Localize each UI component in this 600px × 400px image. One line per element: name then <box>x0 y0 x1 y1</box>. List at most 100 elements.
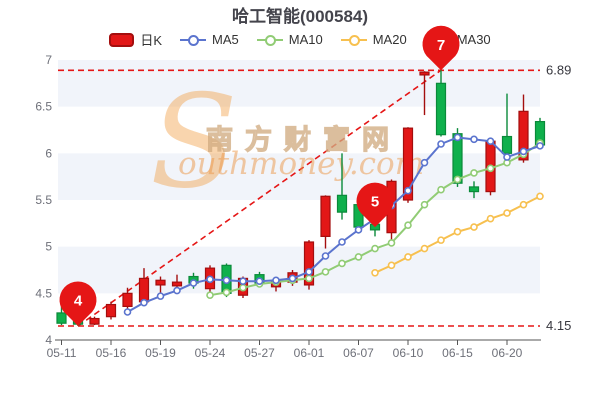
x-tick-label: 06-10 <box>393 346 424 360</box>
ma5-point <box>536 142 544 150</box>
ma10-point <box>453 175 462 184</box>
candle-body <box>122 292 133 308</box>
ma5-point <box>222 276 231 285</box>
ma10-point <box>470 169 478 177</box>
watermark-en-text: outhmoney.com <box>178 146 424 182</box>
ma20-point <box>453 227 462 236</box>
y-tick-label: 4 <box>45 333 52 347</box>
candle[interactable] <box>435 70 447 137</box>
ma20-line <box>371 192 544 277</box>
candle-body <box>468 186 480 193</box>
marker-pin-label: 7 <box>437 37 445 54</box>
ma10-point <box>404 221 412 229</box>
kline-swatch-icon <box>109 32 135 47</box>
marker-pin: 4 <box>59 281 97 326</box>
trend-line <box>77 69 442 327</box>
candle-body <box>402 127 414 201</box>
ma5-point <box>156 292 165 300</box>
watermark-logo: S <box>150 68 238 217</box>
legend-item-label: MA20 <box>372 32 407 47</box>
y-tick-label: 7 <box>45 53 52 67</box>
candle-body <box>435 82 447 136</box>
page-title: 哈工智能(000584) <box>231 7 369 26</box>
ma5-point <box>519 147 528 156</box>
candle[interactable] <box>419 71 430 116</box>
ma5-point <box>486 137 495 145</box>
ma20-point <box>371 268 379 277</box>
ma5-point <box>255 277 264 286</box>
candle-body <box>320 195 331 237</box>
y-tick-label: 4.5 <box>35 286 52 300</box>
candle[interactable] <box>89 316 100 326</box>
ma5-point <box>288 274 297 283</box>
candle-body <box>89 317 100 325</box>
x-tick-label: 06-20 <box>492 346 523 360</box>
x-tick-label: 06-07 <box>343 346 374 360</box>
candle-body <box>171 281 183 287</box>
ma20-point <box>536 192 544 201</box>
ma5-point <box>272 276 280 285</box>
ma10-point <box>387 239 396 247</box>
ma5-point <box>420 158 429 167</box>
candle-body <box>518 110 529 161</box>
ma5-point <box>321 252 330 260</box>
ma10-swatch-icon <box>256 34 283 46</box>
ma10-line <box>206 139 544 300</box>
candle-body <box>336 194 348 213</box>
ma5-point <box>239 277 247 286</box>
ma10-point <box>239 283 247 292</box>
legend-item-日k[interactable]: 日K <box>109 30 162 49</box>
ma5-point <box>305 268 313 276</box>
y-tick-label: 5.5 <box>35 193 52 207</box>
ma10-point <box>420 200 429 209</box>
ma10-point <box>206 291 214 300</box>
candle-body <box>155 279 166 286</box>
legend-item-label: MA30 <box>456 32 491 47</box>
legend-item-ma20[interactable]: MA20 <box>340 32 407 47</box>
ma10-point <box>486 164 495 173</box>
ma5-point <box>404 186 412 195</box>
legend-item-label: MA10 <box>288 32 323 47</box>
ma5-point <box>354 226 363 234</box>
ma20-point <box>486 214 495 223</box>
ma20-point <box>404 253 412 261</box>
ma5-point <box>453 133 462 142</box>
ma5-point <box>503 153 511 161</box>
x-tick-label: 05-24 <box>195 346 226 360</box>
ma5-point <box>338 238 346 246</box>
marker-pin-shape <box>356 182 394 228</box>
plot-band <box>58 60 540 107</box>
candle[interactable] <box>468 181 480 199</box>
marker-pin-label: 5 <box>371 194 379 211</box>
ma5-point <box>437 140 445 148</box>
ma10-point <box>354 253 363 261</box>
candle[interactable] <box>320 195 331 249</box>
marker-pin: 5 <box>356 182 394 228</box>
candle-body <box>105 303 117 318</box>
ma10-point <box>338 259 346 268</box>
legend-item-ma5[interactable]: MA5 <box>180 32 239 47</box>
ma5-point <box>470 135 478 144</box>
plot-band <box>58 246 540 294</box>
ma5-point <box>189 279 198 287</box>
ma10-point <box>321 268 330 276</box>
max-price-label: 6.89 <box>546 62 571 77</box>
ma20-point <box>437 236 445 244</box>
legend-item-label: 日K <box>140 33 163 48</box>
candle[interactable] <box>105 301 117 320</box>
candle-body <box>138 277 150 303</box>
candle-body <box>501 135 513 154</box>
watermark: S 南方财富网 outhmoney.com <box>150 68 424 217</box>
ma20-point <box>420 244 429 253</box>
ma10-point <box>305 274 313 283</box>
ma10-point <box>222 288 231 297</box>
ma20-point <box>519 200 528 209</box>
candle[interactable] <box>336 153 348 220</box>
marker-pin-shape <box>422 25 460 71</box>
ma20-swatch-icon <box>340 34 367 46</box>
legend-item-label: MA5 <box>212 32 239 47</box>
ma20-point <box>387 261 396 270</box>
legend-item-ma10[interactable]: MA10 <box>256 32 323 47</box>
ma5-point <box>140 298 148 307</box>
